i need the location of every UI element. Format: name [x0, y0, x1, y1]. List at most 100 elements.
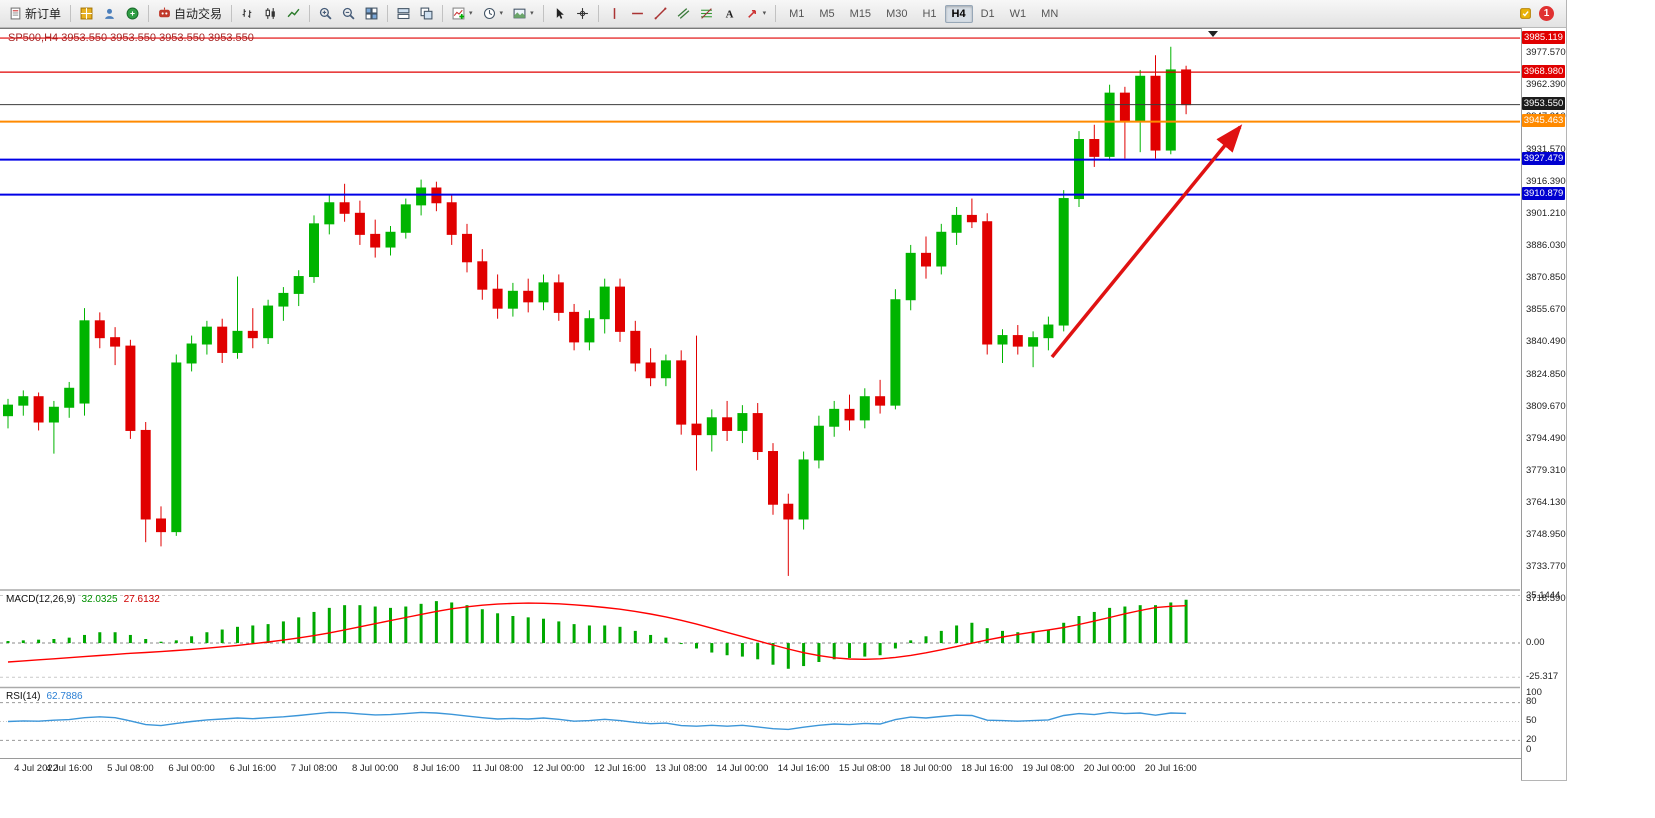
price-level-label[interactable]: 3953.550: [1522, 97, 1565, 111]
rsi-panel: [0, 702, 1520, 741]
timeframe-button-h1[interactable]: H1: [922, 7, 937, 20]
timeframe-button-m30[interactable]: M30: [886, 7, 908, 20]
time-axis-label: 4 Jul 16:00: [45, 763, 93, 774]
arrows-button[interactable]: ▾: [741, 2, 772, 25]
rsi-indicator-label: RSI(14) 62.7886: [6, 691, 83, 702]
rsi-name: RSI(14): [6, 691, 41, 702]
timeframe-button-h4[interactable]: H4: [944, 4, 973, 23]
time-axis-label: 18 Jul 16:00: [961, 763, 1014, 774]
candlesticks: [3, 46, 1192, 576]
autotrading-button-label: 自动交易: [174, 7, 223, 21]
text-label-button[interactable]: A: [718, 2, 741, 25]
zoom-in-icon: [319, 7, 332, 20]
templates-button[interactable]: ▾: [508, 2, 539, 25]
equidistant-channel-button[interactable]: [672, 2, 695, 25]
timeframe-button-d1[interactable]: D1: [980, 7, 995, 20]
arrows-icon: [747, 10, 756, 18]
zoom-out-button[interactable]: [337, 2, 360, 25]
rsi-value: 62.7886: [46, 691, 83, 702]
chart-canvas[interactable]: [0, 29, 1521, 758]
macd-axis-label: -25.317: [1526, 670, 1559, 682]
timeframe-button-m1[interactable]: M1: [789, 7, 805, 20]
price-tick-label: 3901.210: [1526, 208, 1566, 220]
line-chart-button[interactable]: [282, 2, 305, 25]
chevron-down-icon: ▾: [530, 10, 534, 17]
timeframe-button-m15[interactable]: M15: [849, 7, 872, 20]
crosshair-button[interactable]: [571, 2, 594, 25]
candlestick-chart-button[interactable]: [259, 2, 282, 25]
periods-button[interactable]: ▾: [478, 2, 509, 25]
rsi-axis-label: 0: [1526, 743, 1532, 755]
cursor-button[interactable]: [548, 2, 571, 25]
tile-windows-button[interactable]: [360, 2, 383, 25]
macd-panel: [0, 595, 1520, 678]
arrange-windows-button[interactable]: [392, 2, 415, 25]
price-level-label[interactable]: 3910.879: [1522, 187, 1565, 201]
time-axis-label: 5 Jul 08:00: [107, 763, 154, 774]
toolbar-separator: [597, 5, 599, 22]
market-button[interactable]: [121, 2, 144, 25]
timeframe-group: M1 M5 M15 M30 H1 H4 D1 W1 MN: [782, 4, 1065, 23]
line-icon: [287, 8, 300, 18]
timeframe-button-m5[interactable]: M5: [819, 7, 835, 20]
time-axis-label: 12 Jul 16:00: [594, 763, 646, 774]
bars-icon: [242, 9, 252, 18]
timeframe-button-w1[interactable]: W1: [1009, 7, 1027, 20]
periods-icon: [483, 7, 495, 20]
price-tick-label: 3886.030: [1526, 240, 1566, 252]
tile-icon: [365, 7, 378, 20]
toolbar-separator: [442, 5, 444, 22]
toolbar-separator: [775, 5, 777, 22]
zoom-in-button[interactable]: [314, 2, 337, 25]
price-level-label[interactable]: 3968.980: [1522, 64, 1565, 78]
trendline-button[interactable]: [649, 2, 672, 25]
hline-icon: [631, 12, 643, 15]
time-axis-label: 14 Jul 00:00: [716, 763, 769, 774]
charts-window-button[interactable]: [75, 2, 98, 25]
candles-icon: [265, 8, 275, 19]
price-tick-label: 3824.850: [1526, 369, 1566, 381]
trend-arrow-annotation[interactable]: [1050, 124, 1243, 359]
autotrading-button[interactable]: 自动交易: [153, 2, 227, 25]
chevron-down-icon: ▾: [762, 10, 767, 17]
macd-indicator-label: MACD(12,26,9) 32.0325 27.6132: [6, 594, 160, 605]
chart-shift-marker[interactable]: [1208, 31, 1218, 37]
trendline-icon: [654, 7, 667, 20]
new-order-icon: [10, 7, 21, 20]
bar-chart-button[interactable]: [236, 2, 259, 25]
price-tick-label: 3764.130: [1526, 497, 1566, 509]
chart-window: SP500,H4 3953.550 3953.550 3953.550 3953…: [0, 28, 1521, 781]
price-axis[interactable]: 3977.5703962.3903947.2103931.5703916.390…: [1521, 28, 1566, 780]
profiles-icon: [105, 8, 114, 19]
time-axis-label: 6 Jul 16:00: [229, 763, 277, 774]
timeframe-button-mn[interactable]: MN: [1041, 7, 1059, 20]
svg-text:A: A: [725, 8, 733, 20]
indicators-button[interactable]: ▾: [447, 2, 478, 25]
horizontal-line-button[interactable]: [626, 2, 649, 25]
profiles-button[interactable]: [98, 2, 121, 25]
fibonacci-button[interactable]: [695, 2, 718, 25]
rsi-axis-label: 100: [1526, 686, 1542, 698]
price-tick-label: 3931.570: [1526, 144, 1566, 156]
time-axis-label: 11 Jul 08:00: [472, 763, 524, 774]
time-axis-label: 7 Jul 08:00: [290, 763, 338, 774]
time-axis[interactable]: 4 Jul 2022 4 Jul 16:00 5 Jul 08:00 6 Jul 00…: [0, 758, 1521, 781]
crosshair-icon: [576, 8, 588, 19]
macd-axis-label: 35.1444: [1526, 589, 1561, 601]
new-order-button-label: 新订单: [25, 7, 62, 21]
price-level-label[interactable]: 3985.119: [1522, 30, 1565, 44]
time-axis-label: 6 Jul 00:00: [168, 763, 215, 774]
price-level-label[interactable]: 3927.479: [1522, 152, 1565, 166]
chevron-down-icon: ▾: [469, 10, 473, 17]
price-level-label[interactable]: 3945.463: [1522, 114, 1565, 128]
cascade-windows-button[interactable]: [415, 2, 438, 25]
price-tick-label: 3962.390: [1526, 79, 1566, 91]
notifications-badge[interactable]: 1: [1539, 6, 1554, 21]
vertical-line-button[interactable]: [603, 2, 626, 25]
time-axis-label: 20 Jul 00:00: [1083, 763, 1136, 774]
new-order-button[interactable]: 新订单: [4, 2, 66, 25]
price-tick-label: 3733.770: [1526, 561, 1566, 573]
promo-button[interactable]: [1514, 2, 1537, 25]
time-axis-label: 14 Jul 16:00: [777, 763, 830, 774]
